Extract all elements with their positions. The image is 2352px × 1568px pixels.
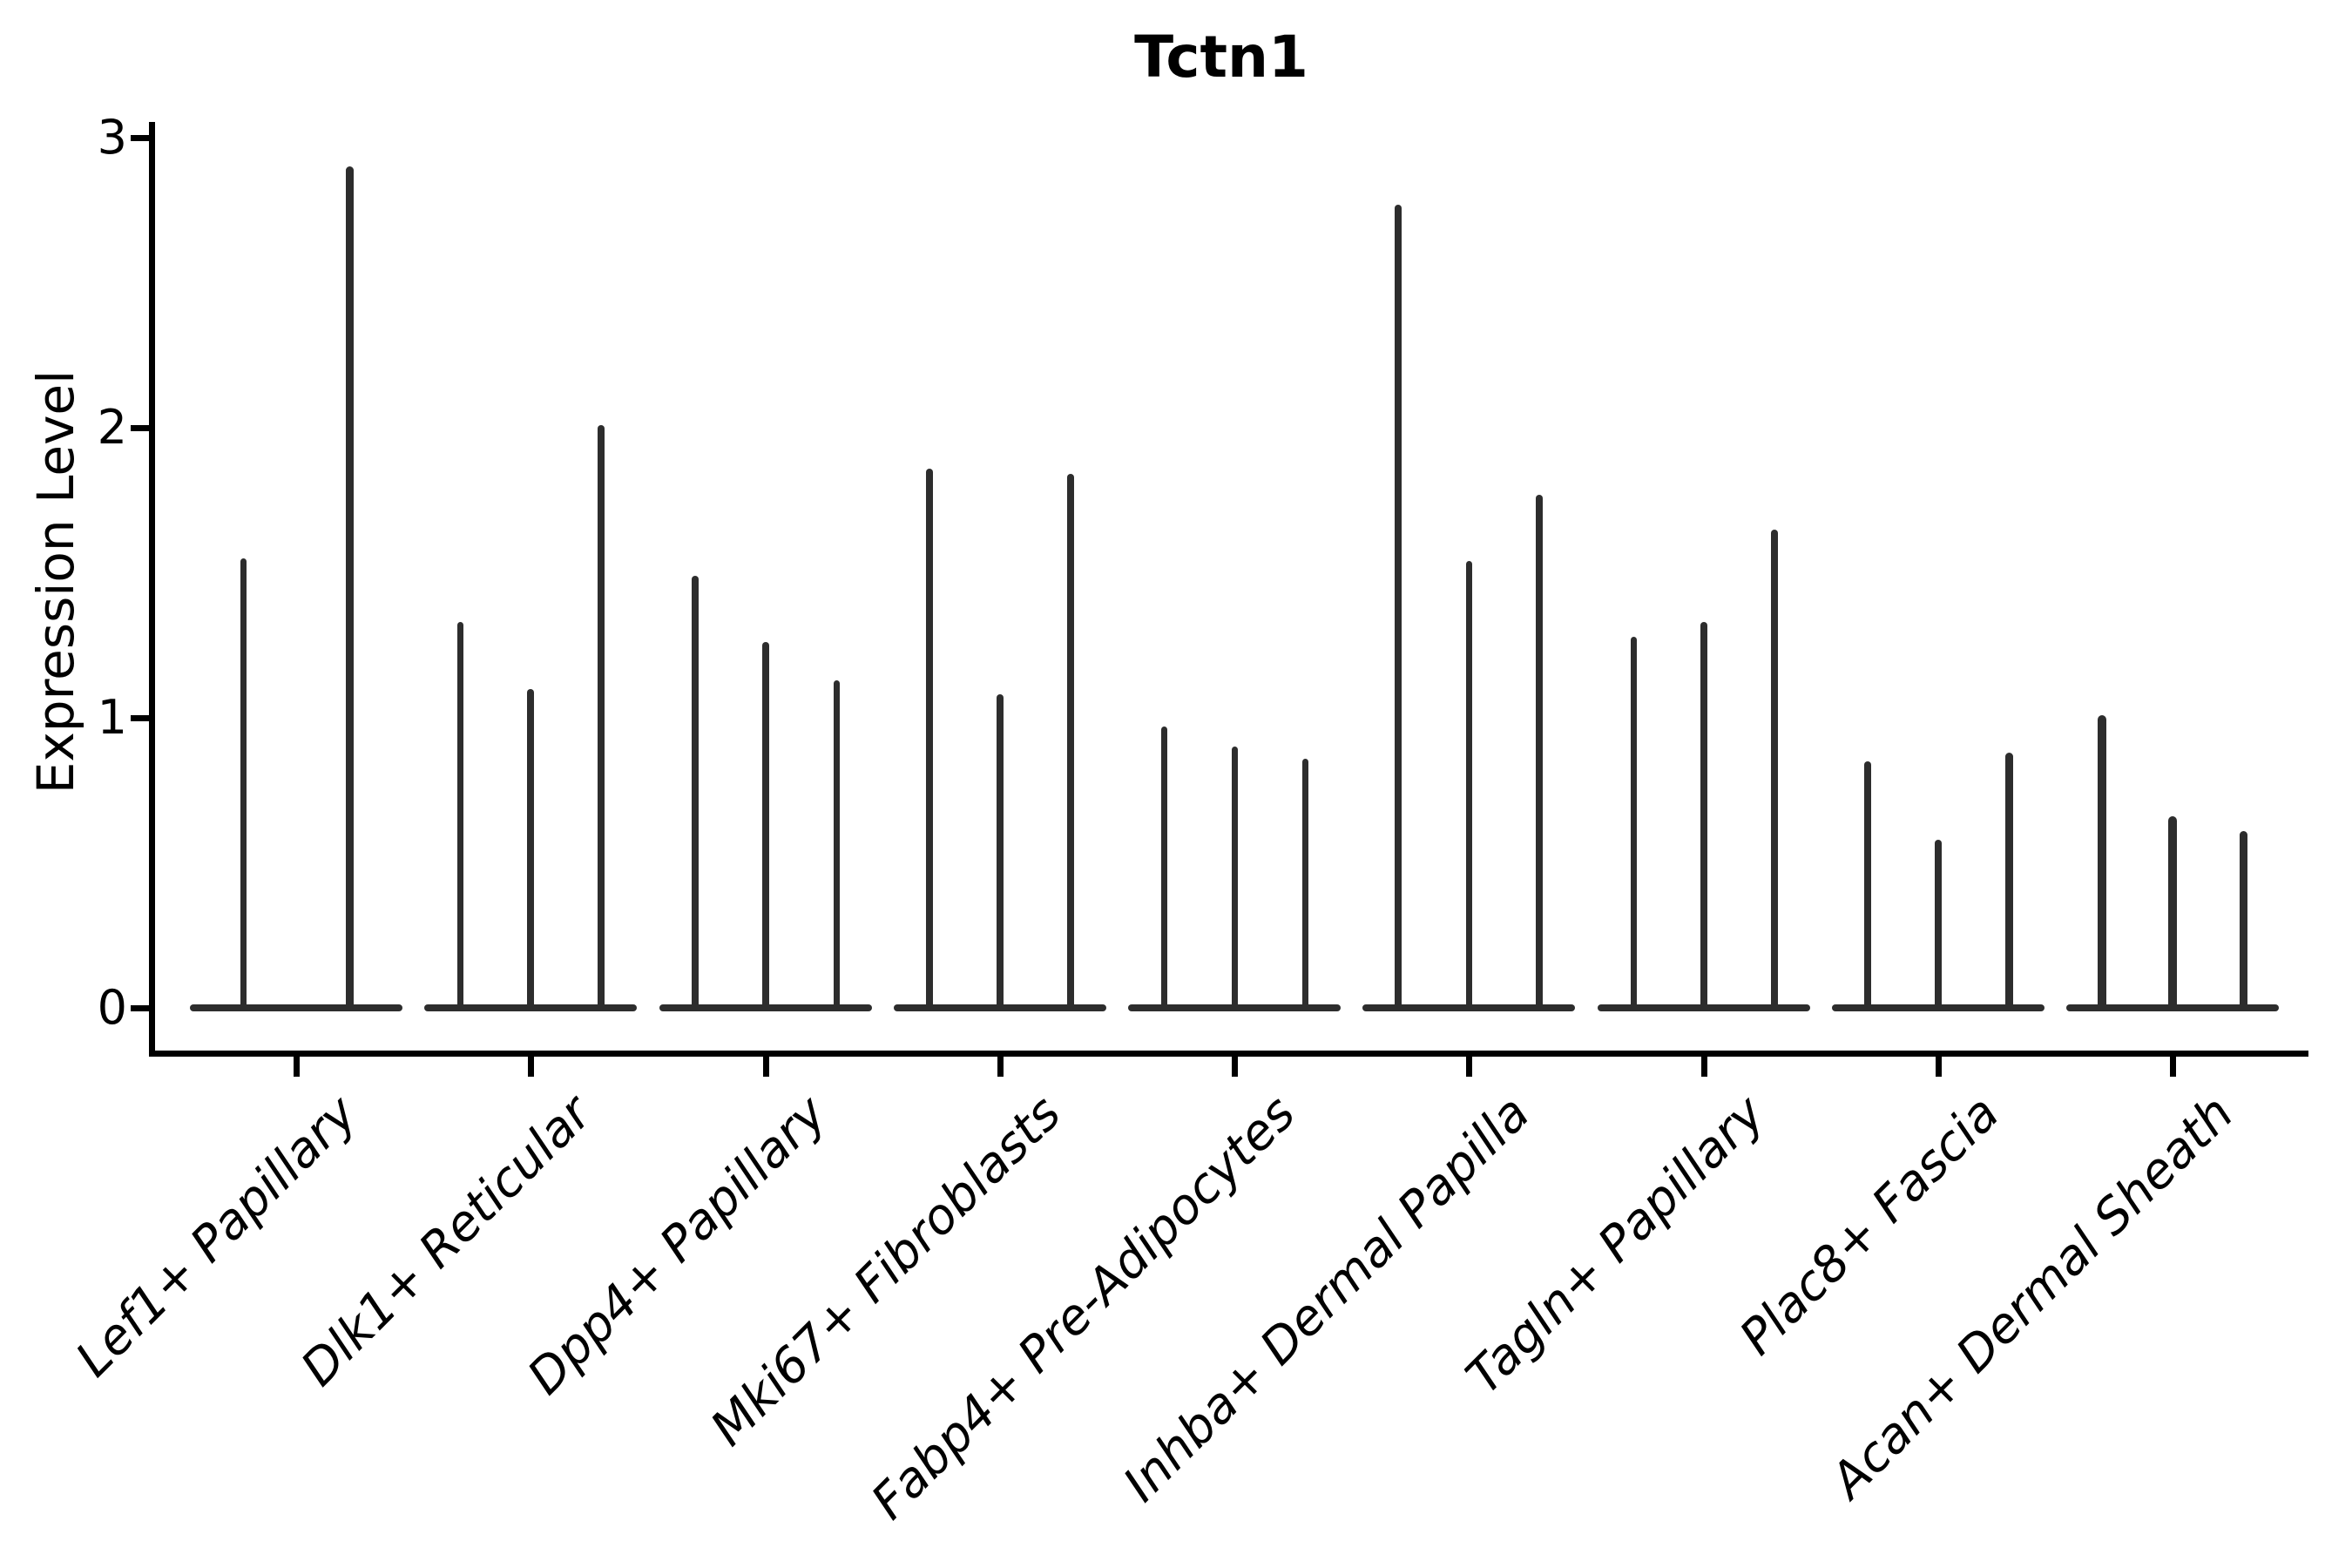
violin-spike (1395, 205, 1402, 1011)
violin-spike (598, 425, 605, 1011)
violin-spike (2004, 753, 2013, 1011)
violin-spike (833, 680, 840, 1011)
y-tick-mark (131, 715, 155, 721)
y-tick-mark (131, 425, 155, 431)
violin-spike (240, 558, 247, 1011)
y-tick-mark (131, 135, 155, 141)
x-tick-mark (2170, 1051, 2176, 1077)
y-tick-label: 3 (97, 110, 127, 165)
violin-spike (2098, 715, 2106, 1011)
violin-spike (2239, 831, 2247, 1011)
x-tick-mark (1466, 1051, 1472, 1077)
y-tick-label: 1 (97, 690, 127, 745)
violin-spike (1536, 495, 1543, 1011)
x-category-label: Inhba+ Dermal Papilla (1112, 1085, 1541, 1513)
violin-spike (1700, 622, 1707, 1011)
y-tick-label: 2 (97, 400, 127, 455)
violin-spike (1301, 759, 1308, 1011)
y-tick-mark (131, 1005, 155, 1011)
violin-spike (1630, 637, 1637, 1011)
x-tick-mark (763, 1051, 769, 1077)
violin-spike (2168, 816, 2177, 1011)
chart-title: Tctn1 (1134, 24, 1308, 91)
x-category-label: Fabp4+ Pre-Adipocytes (861, 1085, 1307, 1531)
violin-base (190, 1004, 402, 1011)
x-tick-mark (294, 1051, 300, 1077)
violin-spike (997, 694, 1004, 1011)
y-tick-label: 0 (97, 980, 127, 1035)
violin-spike (456, 622, 463, 1011)
violin-spike (345, 166, 354, 1011)
x-tick-mark (528, 1051, 534, 1077)
violin-spike (1771, 530, 1778, 1011)
x-tick-mark (1936, 1051, 1942, 1077)
x-tick-mark (1232, 1051, 1238, 1077)
violin-spike (1160, 727, 1167, 1011)
violin-spike (1465, 561, 1472, 1011)
x-category-label: Acan+ Dermal Sheath (1820, 1085, 2245, 1510)
violin-spike (1935, 840, 1942, 1011)
violin-spike (692, 576, 699, 1011)
violin-spike (1067, 474, 1074, 1011)
violin-spike (926, 469, 933, 1011)
violin-spike (762, 642, 769, 1011)
x-tick-mark (997, 1051, 1004, 1077)
violin-spike (1864, 761, 1871, 1011)
violin-spike (527, 689, 534, 1011)
x-axis-spine (149, 1051, 2308, 1057)
x-tick-mark (1701, 1051, 1707, 1077)
violin-spike (1231, 747, 1238, 1011)
y-axis-spine (149, 122, 155, 1057)
